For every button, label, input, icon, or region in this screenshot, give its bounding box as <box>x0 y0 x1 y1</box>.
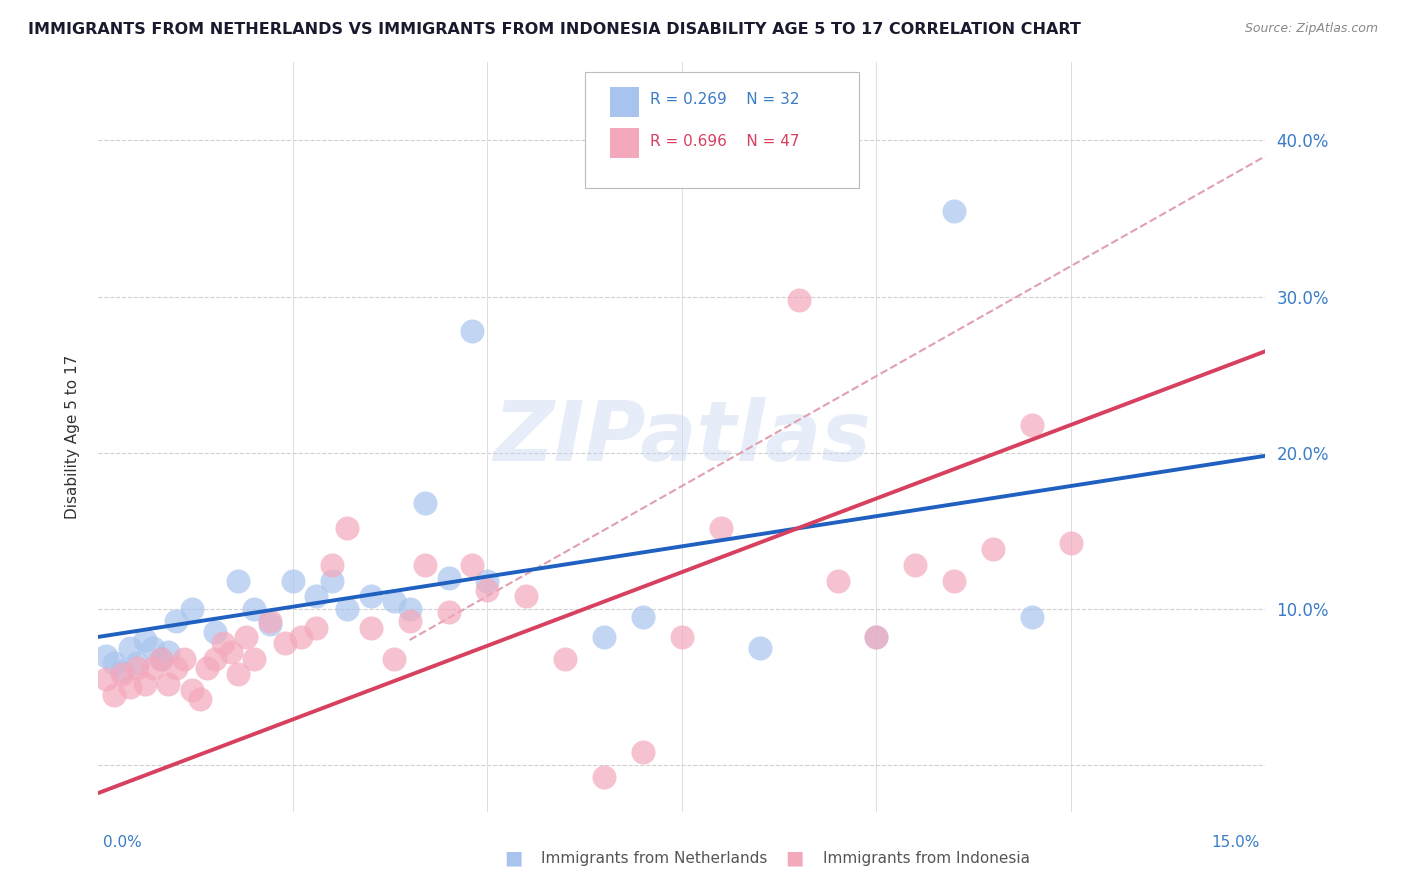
Point <box>437 605 460 619</box>
Point <box>111 664 134 679</box>
Point <box>554 651 576 665</box>
Point <box>787 293 810 307</box>
Point <box>235 630 257 644</box>
Point <box>382 651 405 665</box>
Point <box>173 651 195 665</box>
Point <box>360 590 382 604</box>
Point <box>631 746 654 760</box>
Point <box>360 621 382 635</box>
Point <box>710 521 733 535</box>
Point <box>195 661 218 675</box>
Point <box>127 657 149 671</box>
Point <box>981 542 1004 557</box>
Text: IMMIGRANTS FROM NETHERLANDS VS IMMIGRANTS FROM INDONESIA DISABILITY AGE 5 TO 17 : IMMIGRANTS FROM NETHERLANDS VS IMMIGRANT… <box>28 22 1081 37</box>
Point <box>413 558 436 573</box>
Point <box>188 692 211 706</box>
Text: 15.0%: 15.0% <box>1212 836 1260 850</box>
Point <box>149 651 172 665</box>
Point <box>134 633 156 648</box>
Point <box>103 657 125 671</box>
Point <box>382 594 405 608</box>
Point <box>165 661 187 675</box>
Point <box>259 614 281 628</box>
Point <box>142 661 165 675</box>
Point <box>274 636 297 650</box>
Text: ■: ■ <box>503 848 523 868</box>
Point <box>398 601 420 615</box>
FancyBboxPatch shape <box>610 87 638 117</box>
Point <box>281 574 304 588</box>
Point <box>204 651 226 665</box>
Point <box>904 558 927 573</box>
Point <box>157 676 180 690</box>
Point <box>243 601 266 615</box>
Point <box>259 617 281 632</box>
Point <box>943 574 966 588</box>
Point <box>118 680 141 694</box>
Point <box>461 324 484 338</box>
Point <box>413 495 436 509</box>
Point <box>336 601 359 615</box>
Text: Immigrants from Indonesia: Immigrants from Indonesia <box>823 851 1029 865</box>
Text: ZIPatlas: ZIPatlas <box>494 397 870 477</box>
Point <box>827 574 849 588</box>
Point <box>149 651 172 665</box>
Point <box>157 646 180 660</box>
Point <box>180 601 202 615</box>
Text: ■: ■ <box>785 848 804 868</box>
Text: Immigrants from Netherlands: Immigrants from Netherlands <box>541 851 768 865</box>
Point <box>243 651 266 665</box>
Point <box>127 661 149 675</box>
FancyBboxPatch shape <box>610 128 638 159</box>
Point <box>96 648 118 663</box>
Point <box>134 676 156 690</box>
Point <box>219 646 242 660</box>
Point <box>228 667 250 681</box>
Point <box>103 688 125 702</box>
Y-axis label: Disability Age 5 to 17: Disability Age 5 to 17 <box>65 355 80 519</box>
Text: Source: ZipAtlas.com: Source: ZipAtlas.com <box>1244 22 1378 36</box>
FancyBboxPatch shape <box>585 72 859 188</box>
Text: R = 0.269    N = 32: R = 0.269 N = 32 <box>651 93 800 107</box>
Point <box>321 574 343 588</box>
Point <box>305 621 328 635</box>
Point <box>305 590 328 604</box>
Point <box>1060 536 1083 550</box>
Point <box>212 636 235 650</box>
Point <box>290 630 312 644</box>
Text: R = 0.696    N = 47: R = 0.696 N = 47 <box>651 135 800 149</box>
Point <box>865 630 887 644</box>
Point <box>671 630 693 644</box>
Point <box>593 630 616 644</box>
Point <box>515 590 537 604</box>
Point <box>943 203 966 218</box>
Point <box>398 614 420 628</box>
Point <box>477 583 499 598</box>
Point <box>865 630 887 644</box>
Point <box>321 558 343 573</box>
Point <box>96 672 118 686</box>
Point <box>228 574 250 588</box>
Point <box>1021 609 1043 624</box>
Text: 0.0%: 0.0% <box>103 836 142 850</box>
Point <box>180 683 202 698</box>
Point <box>477 574 499 588</box>
Point <box>631 609 654 624</box>
Point <box>593 771 616 785</box>
Point <box>111 667 134 681</box>
Point <box>118 640 141 655</box>
Point <box>142 640 165 655</box>
Point <box>336 521 359 535</box>
Point <box>748 640 770 655</box>
Point <box>437 571 460 585</box>
Point <box>461 558 484 573</box>
Point <box>1021 417 1043 432</box>
Point <box>204 625 226 640</box>
Point <box>165 614 187 628</box>
